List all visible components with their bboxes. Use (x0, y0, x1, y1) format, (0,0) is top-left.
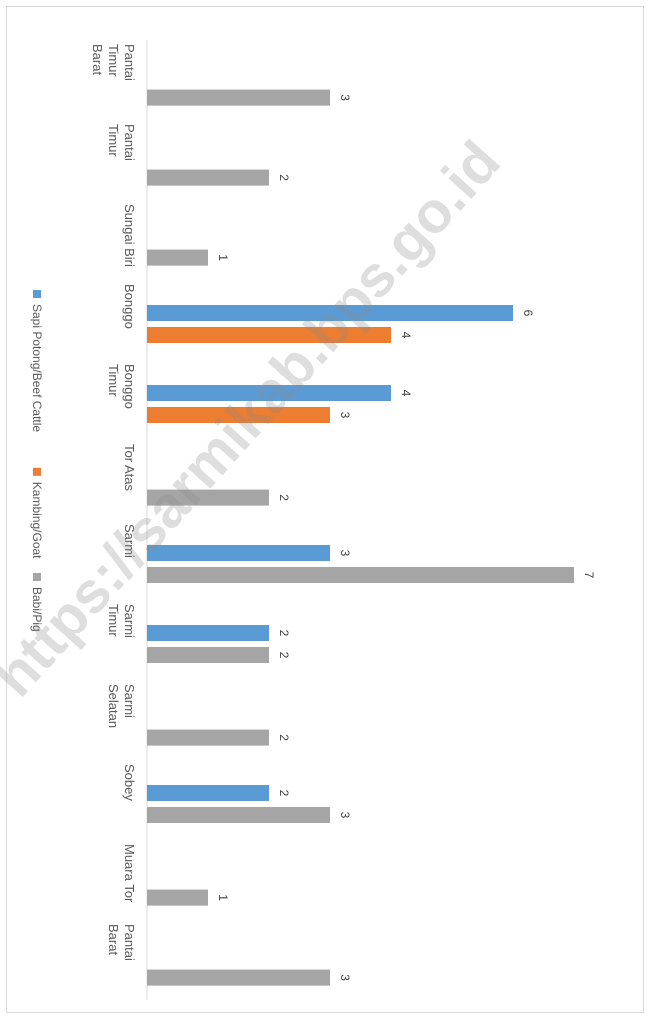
bar (147, 169, 269, 186)
category-label: PantaiBarat (106, 924, 137, 961)
data-label: 3 (338, 412, 352, 419)
bar (147, 89, 330, 106)
bar (147, 889, 208, 906)
bar (147, 249, 208, 266)
category-label: PantaiTimurBarat (90, 44, 137, 81)
data-label: 7 (582, 572, 596, 579)
bar (147, 785, 269, 801)
plot-area: 3 2 1 6 4 4 3 2 3 7 2 2 2 2 3 1 3 (146, 40, 596, 1000)
bar (147, 327, 391, 343)
bar (147, 807, 330, 823)
data-label: 2 (277, 652, 291, 659)
data-label: 6 (521, 310, 535, 317)
category-label: Tor Atas (122, 444, 137, 491)
data-label: 3 (338, 974, 352, 981)
legend-entry: Babi/Pig (30, 587, 44, 632)
data-label: 3 (338, 812, 352, 819)
data-label: 3 (338, 94, 352, 101)
category-label: SarmiSelatan (106, 684, 137, 728)
legend-entry: Sapi Potong/Beef Cattle (30, 304, 44, 432)
data-label: 1 (216, 254, 230, 261)
data-label: 2 (277, 174, 291, 181)
legend-entry: Kambing/Goat (30, 482, 44, 559)
bar (147, 545, 330, 561)
watermark-text: https://sarmikab.bps.go.id (0, 129, 513, 709)
chart-frame (6, 6, 644, 1013)
category-labels: PantaiTimurBarat PantaiTimur Sungai Biri Bo… (90, 44, 137, 961)
bar (147, 385, 391, 401)
category-label: Muara Tor (122, 844, 137, 903)
bar (147, 647, 269, 663)
data-label: 1 (216, 894, 230, 901)
data-label: 3 (338, 550, 352, 557)
bar (147, 489, 269, 506)
data-label: 2 (277, 790, 291, 797)
category-label: BonggoTimur (106, 364, 137, 409)
category-label: Sobey (122, 764, 137, 801)
legend-swatch (33, 467, 41, 476)
category-label: SarmiTimur (106, 604, 137, 638)
data-label: 4 (399, 332, 413, 339)
category-label: Sarmi (122, 524, 137, 558)
bar (147, 567, 574, 583)
bar (147, 407, 330, 423)
data-label: 4 (399, 390, 413, 397)
legend-swatch (33, 290, 41, 298)
category-label: PantaiTimur (106, 124, 137, 161)
data-label: 2 (277, 734, 291, 741)
bar (147, 305, 513, 321)
bar (147, 625, 269, 641)
data-label: 2 (277, 630, 291, 637)
legend: Sapi Potong/Beef Cattle Kambing/Goat Babi/… (30, 290, 44, 632)
category-label: Sungai Biri (122, 204, 137, 267)
bar (147, 729, 269, 746)
category-label: Bonggo (122, 284, 137, 329)
legend-swatch (33, 573, 41, 581)
data-label: 2 (277, 494, 291, 501)
bar (147, 969, 330, 986)
